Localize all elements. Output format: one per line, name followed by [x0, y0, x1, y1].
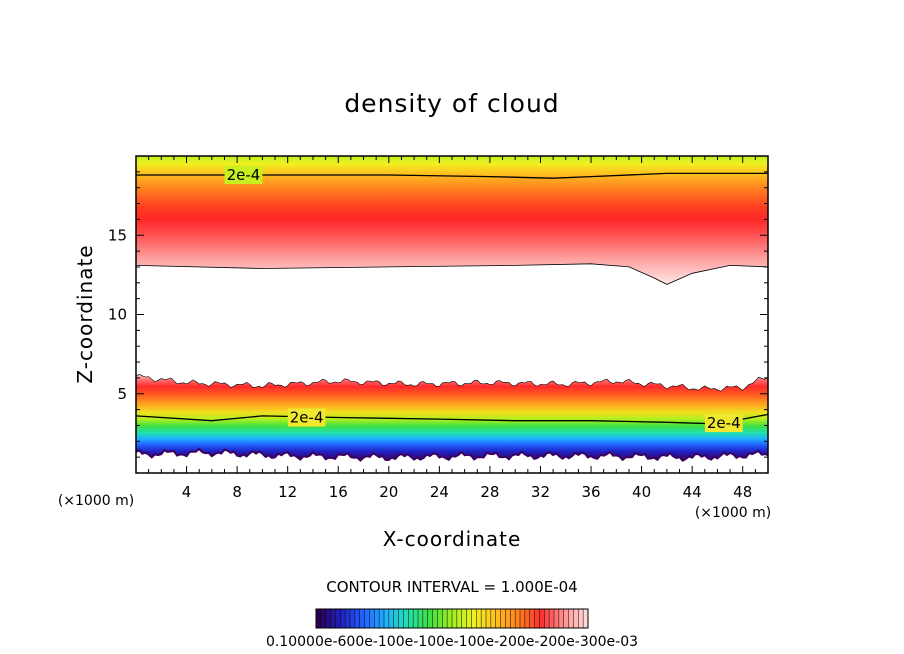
colorbar-swatch	[452, 609, 457, 628]
colorbar-swatch	[418, 609, 423, 628]
colorbar-swatch	[481, 609, 486, 628]
lower-contour-2e-4	[135, 413, 769, 425]
colorbar	[315, 608, 589, 629]
colorbar-swatch	[510, 609, 516, 628]
colorbar-swatch	[534, 609, 540, 628]
x-tick-label: 4	[182, 483, 192, 501]
colorbar-swatch	[471, 609, 477, 628]
colorbar-swatch	[340, 609, 346, 628]
contour-label-background	[224, 166, 263, 185]
colorbar-swatch	[544, 609, 550, 628]
contour-label: 2e-4	[227, 166, 261, 184]
x-tick-label: 40	[632, 483, 651, 501]
colorbar-swatch	[554, 609, 559, 628]
colorbar-swatch	[583, 609, 588, 628]
colorbar-swatch	[500, 609, 506, 628]
colorbar-swatch	[558, 609, 564, 628]
contour-label: 2e-4	[707, 414, 741, 432]
colorbar-swatch	[490, 609, 496, 628]
plot-area: 2e-4 2e-4 2e-4	[135, 156, 769, 462]
lower-layer-bottom-edge	[135, 447, 769, 462]
colorbar-swatch	[573, 609, 579, 628]
colorbar-swatch	[354, 609, 360, 628]
colorbar-swatch	[432, 609, 438, 628]
x-tick-label: 28	[480, 483, 499, 501]
x-tick-label: 20	[379, 483, 398, 501]
x-tick-label: 12	[278, 483, 297, 501]
colorbar-frame	[315, 608, 589, 629]
x-unit-label-left: (×1000 m)	[58, 493, 134, 509]
colorbar-swatch	[388, 609, 394, 628]
x-tick-label: 32	[531, 483, 550, 501]
colorbar-labels: 0.10000e-600e-100e-100e-100e-200e-200e-3…	[266, 634, 638, 650]
colorbar-swatch	[466, 609, 472, 628]
colorbar-swatch	[456, 609, 462, 628]
colorbar-swatch	[364, 609, 370, 628]
chart-title: density of cloud	[344, 89, 559, 118]
colorbar-swatch	[335, 609, 341, 628]
x-tick-label: 36	[581, 483, 600, 501]
contour-label: 2e-4	[290, 409, 324, 427]
colorbar-swatch	[374, 609, 380, 628]
colorbar-swatch	[369, 609, 375, 628]
colorbar-swatch	[568, 609, 574, 628]
contour-label-background	[704, 414, 743, 433]
x-tick-label: 16	[329, 483, 348, 501]
colorbar-swatch	[549, 609, 554, 628]
colorbar-swatch	[563, 609, 569, 628]
colorbar-swatch	[408, 609, 414, 628]
colorbar-swatch	[427, 609, 433, 628]
contour-label-background	[287, 408, 326, 427]
y-tick-label: 15	[108, 226, 127, 244]
upper-contour-2e-4	[136, 172, 768, 179]
colorbar-swatch	[398, 609, 404, 628]
colorbar-swatch	[476, 609, 482, 628]
upper-cloud-layer	[136, 156, 768, 285]
y-axis-title: Z-coordinate	[73, 244, 97, 383]
colorbar-swatch	[520, 609, 525, 628]
colorbar-swatch	[515, 609, 520, 628]
lower-cloud-layer	[136, 374, 768, 461]
x-tick-label: 48	[733, 483, 752, 501]
colorbar-swatch	[505, 609, 511, 628]
x-tick-label: 8	[232, 483, 242, 501]
colorbar-swatch	[379, 609, 384, 628]
colorbar-swatch	[384, 609, 389, 628]
colorbar-swatch	[529, 609, 535, 628]
colorbar-swatch	[495, 609, 501, 628]
x-tick-label: 44	[683, 483, 702, 501]
colorbar-swatch	[447, 609, 452, 628]
colorbar-swatch	[413, 609, 418, 628]
contour-interval-text: CONTOUR INTERVAL = 1.000E-04	[326, 578, 577, 596]
colorbar-swatch	[345, 609, 350, 628]
colorbar-swatch	[442, 609, 448, 628]
colorbar-swatch	[578, 609, 584, 628]
colorbar-swatch	[437, 609, 443, 628]
colorbar-swatch	[422, 609, 428, 628]
colorbar-swatch	[325, 609, 331, 628]
colorbar-swatch	[461, 609, 467, 628]
colorbar-swatch	[486, 609, 491, 628]
x-axis-ticks: 4 8 12 16 20 24 28 32 36 40 44 48	[148, 156, 756, 501]
colorbar-swatch	[316, 609, 321, 628]
x-tick-label: 24	[430, 483, 449, 501]
x-axis-title: X-coordinate	[383, 527, 522, 551]
colorbar-swatch	[330, 609, 336, 628]
lower-layer-top-edge	[135, 373, 769, 392]
colorbar-swatch	[539, 609, 545, 628]
upper-layer-edge-line	[135, 263, 769, 285]
colorbar-swatch	[393, 609, 399, 628]
colorbar-swatch	[403, 609, 409, 628]
x-unit-label-right: (×1000 m)	[695, 505, 771, 521]
y-tick-label: 5	[117, 385, 127, 403]
colorbar-swatch	[350, 609, 355, 628]
colorbar-swatch	[359, 609, 365, 628]
colorbar-swatch	[320, 609, 326, 628]
colorbar-swatch	[524, 609, 530, 628]
y-axis-ticks: 5 10 15	[108, 171, 768, 458]
y-tick-label: 10	[108, 306, 127, 324]
